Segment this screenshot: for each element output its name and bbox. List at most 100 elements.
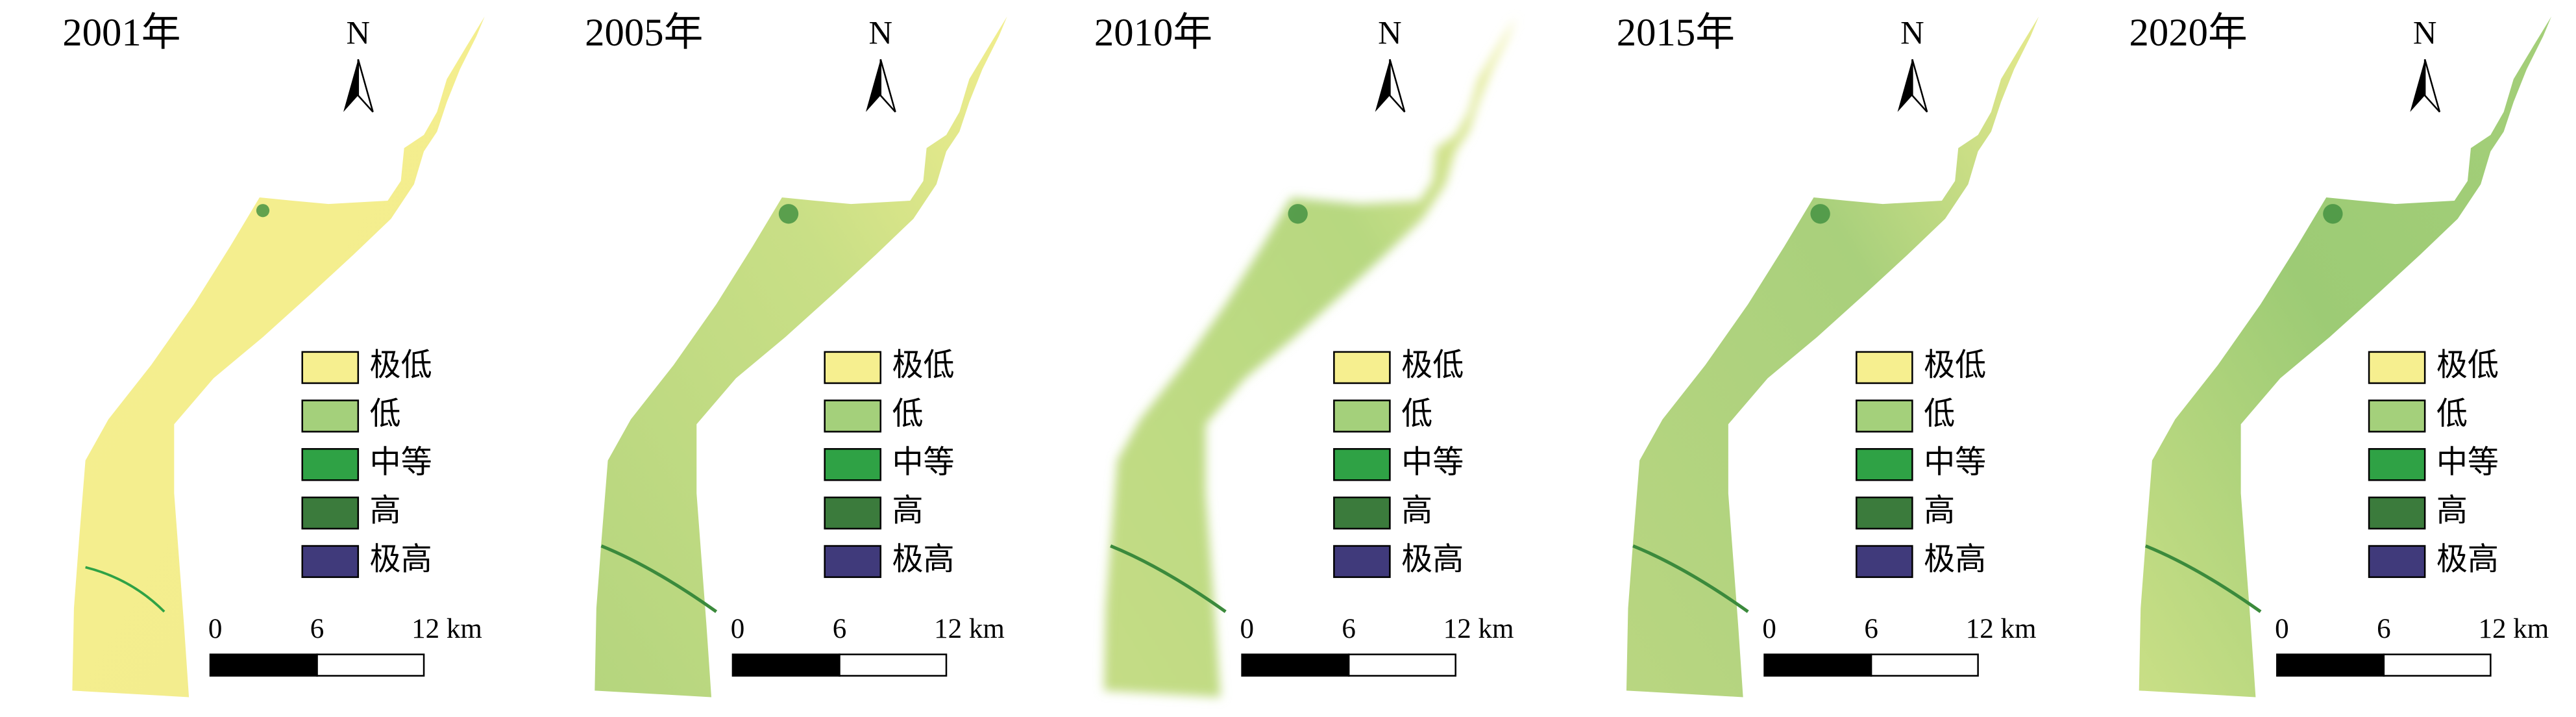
legend-swatch [1333, 545, 1391, 578]
north-label: N [347, 14, 371, 51]
scale-label: 0 [731, 614, 745, 644]
north-arrow [357, 58, 374, 113]
legend-swatch [301, 399, 360, 433]
north-label: N [2413, 14, 2437, 51]
legend-swatch [301, 351, 360, 384]
north-arrow [1897, 59, 1913, 112]
north-arrow [879, 58, 896, 113]
region-map [1104, 16, 1517, 698]
legend-label: 高 [892, 494, 923, 528]
scale-label: 0 [208, 614, 223, 644]
panel-title: 2001年 [62, 11, 180, 55]
region-map [72, 16, 485, 698]
scale-label: 6 [2377, 614, 2391, 644]
panel-title: 2005年 [585, 11, 703, 55]
panel-title: 2015年 [1617, 11, 1735, 55]
legend-swatch [301, 447, 360, 481]
hotspot [256, 204, 270, 218]
panel-title: 2020年 [2129, 11, 2248, 55]
region-map [595, 16, 1007, 698]
scale-label: 6 [833, 614, 847, 644]
north-label: N [868, 14, 892, 51]
legend-swatch [2368, 447, 2426, 481]
river-feature [2144, 544, 2262, 613]
legend-label: 中等 [1924, 446, 1986, 480]
legend-swatch [1856, 447, 1913, 481]
north-arrow [2410, 59, 2425, 112]
legend-label: 极高 [2436, 542, 2499, 577]
region-map [2139, 16, 2552, 698]
legend-swatch [1856, 496, 1913, 530]
legend-label: 极低 [1924, 348, 1986, 383]
scale-label: 6 [1864, 614, 1878, 644]
river-feature [1110, 544, 1227, 613]
scale-label: 6 [1342, 614, 1356, 644]
north-label: N [1900, 14, 1924, 51]
legend-swatch [1856, 545, 1913, 578]
legend-swatch [824, 447, 882, 481]
legend-swatch [2368, 351, 2426, 384]
scale-bar [316, 653, 425, 677]
river-feature [85, 566, 166, 613]
legend-label: 极高 [1401, 542, 1464, 577]
scale-bar [731, 653, 840, 677]
legend-swatch [2368, 545, 2426, 578]
legend-swatch [1856, 351, 1913, 384]
legend-swatch [824, 399, 882, 433]
panel-title: 2010年 [1094, 11, 1212, 55]
scale-label: 12 km [2478, 614, 2549, 644]
legend-swatch [1333, 496, 1391, 530]
legend-swatch [301, 545, 360, 578]
legend-swatch [824, 351, 882, 384]
north-label: N [1378, 14, 1402, 51]
scale-label: 12 km [411, 614, 482, 644]
legend-label: 极低 [892, 348, 954, 383]
legend-label: 极高 [892, 542, 954, 577]
north-arrow [1375, 59, 1390, 112]
legend-label: 低 [892, 397, 923, 431]
hotspot [778, 204, 799, 224]
scale-label: 0 [1240, 614, 1254, 644]
scale-label: 0 [2275, 614, 2289, 644]
scale-label: 12 km [1966, 614, 2037, 644]
hotspot [1288, 204, 1308, 224]
scale-bar [2383, 653, 2492, 677]
legend-label: 中等 [892, 446, 954, 480]
scale-label: 12 km [934, 614, 1005, 644]
legend-swatch [1333, 447, 1391, 481]
legend-label: 低 [370, 397, 401, 431]
north-arrow [1389, 58, 1406, 113]
legend-label: 低 [1401, 397, 1432, 431]
legend-label: 高 [1401, 494, 1432, 528]
region-map [1626, 16, 2039, 698]
legend-label: 中等 [1401, 446, 1464, 480]
scale-bar [1763, 653, 1872, 677]
legend-label: 极低 [1401, 348, 1464, 383]
legend-swatch [1333, 351, 1391, 384]
north-arrow [2423, 58, 2441, 113]
legend-label: 极低 [370, 348, 432, 383]
legend-label: 高 [2436, 494, 2468, 528]
north-arrow [343, 59, 358, 112]
scale-label: 0 [1762, 614, 1776, 644]
scale-bar [1241, 653, 1350, 677]
legend-label: 中等 [370, 446, 432, 480]
hotspot [1810, 204, 1830, 224]
scale-bar [839, 653, 948, 677]
legend-label: 极高 [1924, 542, 1986, 577]
scale-bar [1870, 653, 1979, 677]
legend-swatch [1856, 399, 1913, 433]
legend-label: 极高 [370, 542, 432, 577]
scale-bar [1347, 653, 1456, 677]
north-arrow [865, 59, 881, 112]
legend-label: 低 [1924, 397, 1955, 431]
hotspot [2323, 204, 2343, 224]
legend-swatch [824, 496, 882, 530]
scale-label: 6 [310, 614, 325, 644]
